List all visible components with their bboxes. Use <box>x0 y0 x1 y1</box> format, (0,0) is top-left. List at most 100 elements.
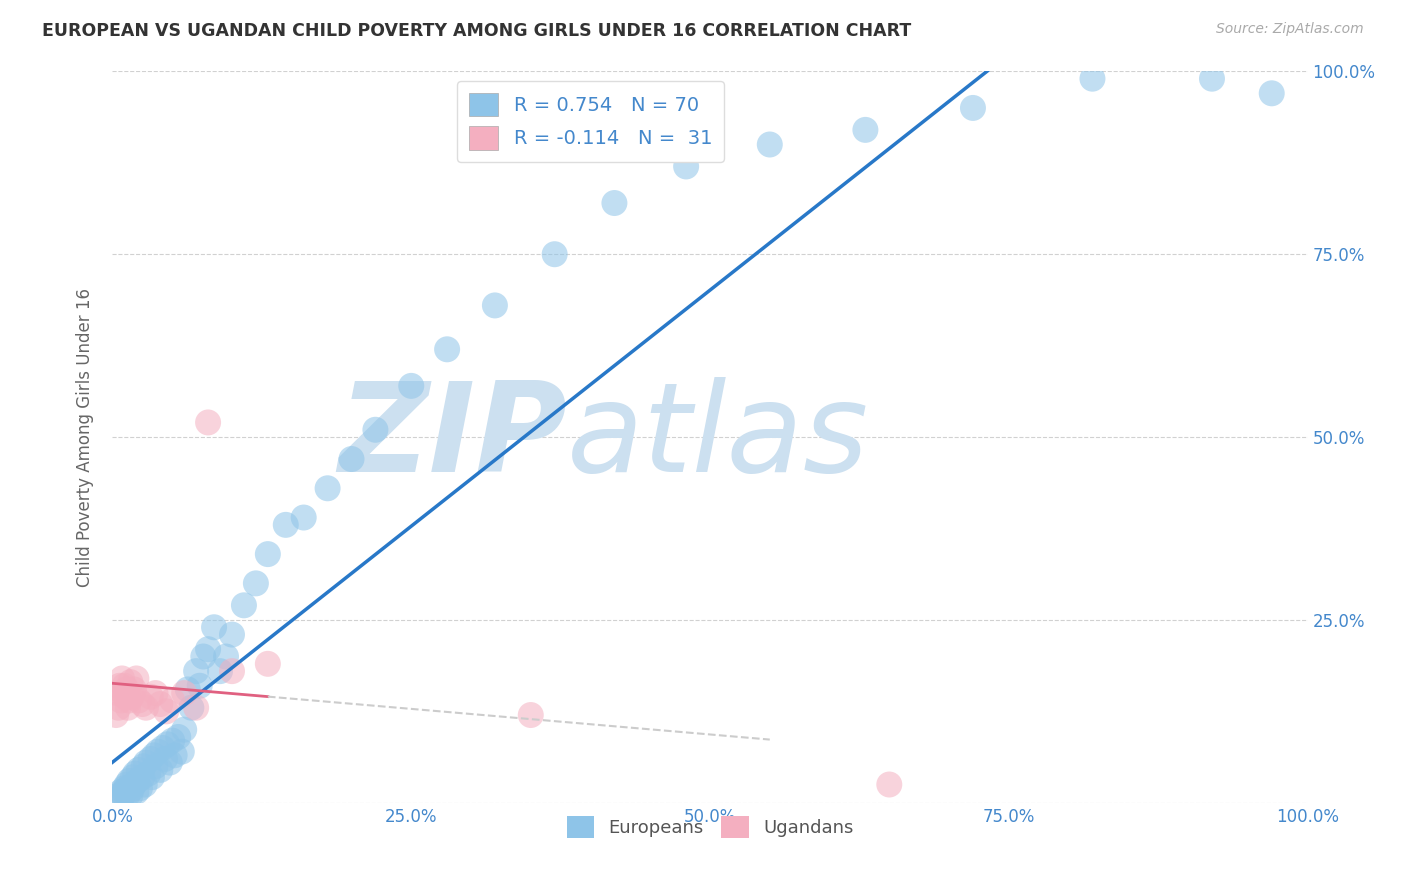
Point <box>962 101 984 115</box>
Legend: Europeans, Ugandans: Europeans, Ugandans <box>560 808 860 845</box>
Point <box>855 123 877 137</box>
Point <box>125 785 148 799</box>
Point <box>143 748 166 763</box>
Point <box>135 700 157 714</box>
Point <box>115 778 138 792</box>
Point <box>167 730 190 744</box>
Text: ZIP: ZIP <box>337 376 567 498</box>
Point <box>153 752 176 766</box>
Point <box>114 781 135 796</box>
Point <box>193 649 215 664</box>
Point <box>108 679 131 693</box>
Point <box>110 693 132 707</box>
Point <box>107 700 129 714</box>
Point <box>110 785 132 799</box>
Point <box>156 737 179 751</box>
Point <box>111 672 134 686</box>
Point <box>436 343 458 357</box>
Point <box>180 700 202 714</box>
Point <box>149 697 172 711</box>
Point <box>257 657 280 671</box>
Point <box>135 756 157 770</box>
Point <box>121 770 143 784</box>
Point <box>122 778 145 792</box>
Point <box>118 773 141 788</box>
Point <box>155 705 177 719</box>
Point <box>120 675 142 690</box>
Point <box>163 748 186 763</box>
Point <box>202 620 225 634</box>
Point <box>274 517 297 532</box>
Point <box>107 789 129 803</box>
Point <box>186 700 208 714</box>
Point <box>145 686 167 700</box>
Point <box>257 547 280 561</box>
Point <box>340 452 363 467</box>
Point <box>1261 87 1284 101</box>
Point <box>120 780 142 794</box>
Point <box>484 298 506 312</box>
Point <box>111 789 134 804</box>
Point <box>879 778 901 792</box>
Point <box>129 781 152 796</box>
Point <box>134 778 156 792</box>
Point <box>221 627 243 641</box>
Point <box>245 576 267 591</box>
Point <box>221 664 243 678</box>
Y-axis label: Child Poverty Among Girls Under 16: Child Poverty Among Girls Under 16 <box>76 287 94 587</box>
Point <box>173 723 195 737</box>
Point <box>141 770 163 784</box>
Point <box>520 708 543 723</box>
Point <box>114 679 135 693</box>
Point <box>114 690 136 704</box>
Point <box>139 752 162 766</box>
Point <box>316 481 339 495</box>
Point <box>149 763 172 777</box>
Point <box>197 642 219 657</box>
Point <box>364 423 387 437</box>
Point <box>233 599 256 613</box>
Point <box>145 759 167 773</box>
Point <box>170 745 193 759</box>
Point <box>162 733 183 747</box>
Point <box>125 672 148 686</box>
Point <box>186 664 208 678</box>
Point <box>131 697 153 711</box>
Point <box>124 766 146 780</box>
Point <box>121 690 143 704</box>
Point <box>215 649 238 664</box>
Point <box>127 773 149 788</box>
Point <box>188 679 211 693</box>
Point <box>152 740 174 755</box>
Point <box>112 686 135 700</box>
Point <box>759 137 782 152</box>
Point <box>603 196 626 211</box>
Point <box>1201 71 1223 86</box>
Point <box>139 690 162 704</box>
Point <box>197 416 219 430</box>
Point <box>115 682 138 697</box>
Point <box>105 708 128 723</box>
Point <box>173 686 195 700</box>
Point <box>118 693 141 707</box>
Point <box>159 756 181 770</box>
Point <box>131 770 153 784</box>
Point <box>1081 71 1104 86</box>
Point <box>122 682 145 697</box>
Point <box>117 700 139 714</box>
Point <box>128 693 150 707</box>
Point <box>177 682 200 697</box>
Point <box>162 693 183 707</box>
Point <box>121 782 143 797</box>
Point <box>138 766 160 780</box>
Point <box>114 785 135 799</box>
Text: Source: ZipAtlas.com: Source: ZipAtlas.com <box>1216 22 1364 37</box>
Point <box>132 759 155 773</box>
Point <box>112 787 135 801</box>
Text: atlas: atlas <box>567 376 869 498</box>
Point <box>675 160 697 174</box>
Point <box>128 763 150 777</box>
Point <box>114 782 136 797</box>
Point <box>146 745 169 759</box>
Point <box>543 247 565 261</box>
